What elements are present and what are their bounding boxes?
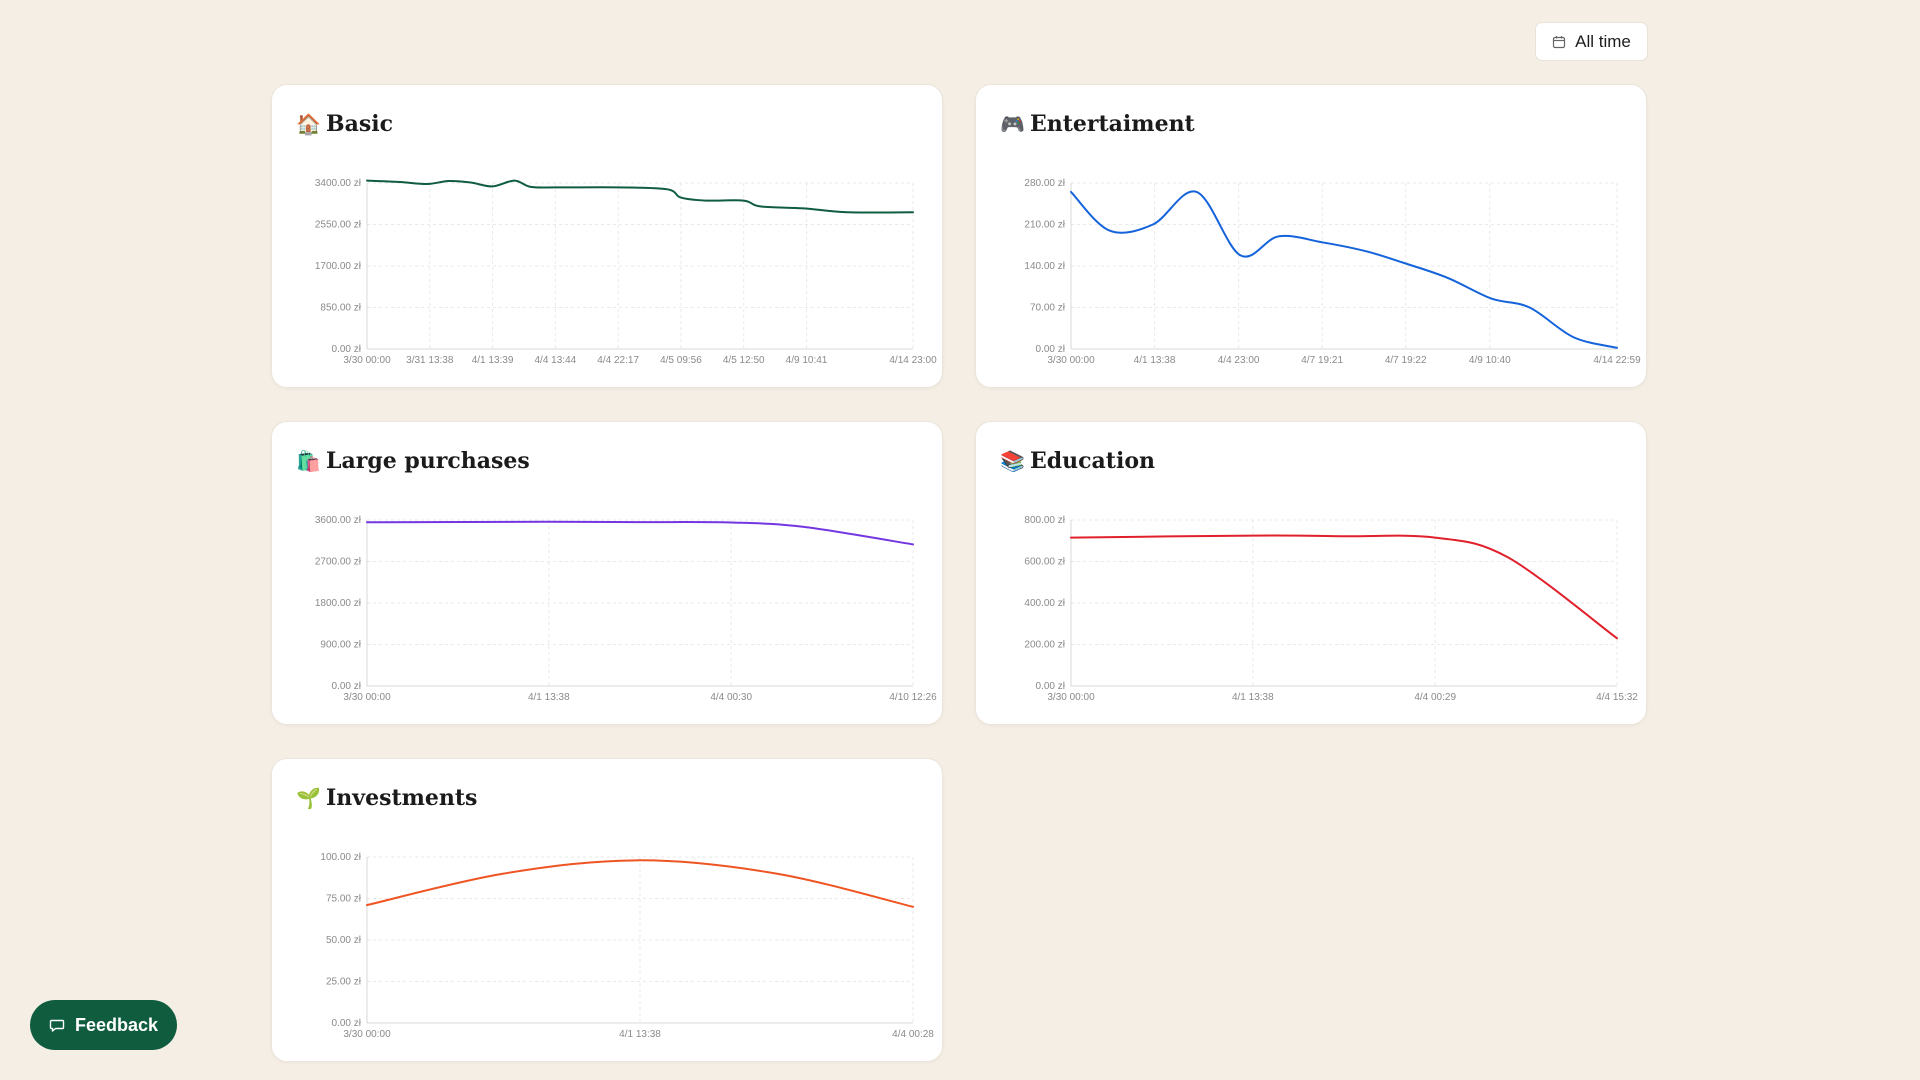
y-tick-label: 210.00 zł (1024, 220, 1065, 231)
x-tick-label: 4/7 19:22 (1385, 355, 1427, 366)
line-chart: 0.00 zł 70.00 zł 140.00 zł 210.00 zł 280.00 … (1024, 178, 1641, 366)
y-tick-label: 140.00 zł (1024, 261, 1065, 272)
series-line (366, 179, 914, 214)
chart-card-entertainment: 🎮 Entertaiment 0.00 zł 70.00 zł 140.00 zł 2… (975, 84, 1647, 388)
y-tick-label: 50.00 zł (326, 935, 362, 946)
chart-title: 🎮 Entertaiment (1000, 111, 1195, 137)
chart-card-investments: 🌱 Investments 0.00 zł 25.00 zł 50.00 zł 75.… (271, 758, 943, 1062)
y-tick-label: 0.00 zł (332, 1018, 362, 1029)
feedback-label: Feedback (74, 1014, 159, 1035)
y-tick-label: 70.00 zł (1030, 303, 1066, 314)
y-tick-label: 75.00 zł (326, 894, 362, 905)
x-tick-label: 4/9 10:40 (1469, 355, 1511, 366)
x-tick-label: 4/1 13:38 (619, 1029, 661, 1040)
y-tick-label: 1700.00 zł (315, 261, 362, 272)
line-chart: 0.00 zł 25.00 zł 50.00 zł 75.00 zł 100.00 zł… (320, 852, 934, 1040)
y-tick-label: 800.00 zł (1024, 515, 1065, 526)
x-tick-label: 4/4 13:44 (535, 355, 577, 366)
y-tick-label: 0.00 zł (332, 344, 362, 355)
chart-title-text: Education (1030, 448, 1155, 474)
line-chart: 0.00 zł 900.00 zł 1800.00 zł 2700.00 zł 3600… (315, 515, 937, 703)
x-tick-label: 3/30 00:00 (1047, 692, 1095, 703)
seedling-icon: 🌱 (296, 786, 321, 810)
line-chart: 0.00 zł 850.00 zł 1700.00 zł 2550.00 zł 3400… (315, 178, 937, 366)
gamepad-icon: 🎮 (1000, 112, 1025, 136)
x-tick-label: 3/30 00:00 (1047, 355, 1095, 366)
series-line (366, 520, 914, 546)
x-tick-label: 4/4 00:28 (892, 1029, 934, 1040)
y-tick-label: 200.00 zł (1024, 640, 1065, 651)
y-tick-label: 100.00 zł (320, 852, 361, 863)
chart-card-basic: 🏠 Basic 0.00 zł 850.00 zł 1700.00 zł 2550.0… (271, 84, 943, 388)
house-icon: 🏠 (296, 112, 321, 136)
series-line (1070, 190, 1618, 349)
calendar-icon (1553, 35, 1566, 48)
y-tick-label: 400.00 zł (1024, 598, 1065, 609)
y-tick-label: 3600.00 zł (315, 515, 362, 526)
x-tick-label: 4/5 09:56 (660, 355, 702, 366)
chart-title-text: Investments (326, 785, 478, 811)
x-tick-label: 4/4 23:00 (1218, 355, 1260, 366)
x-tick-label: 4/14 22:59 (1593, 355, 1641, 366)
chart-title-text: Basic (326, 111, 393, 137)
series-line (366, 859, 914, 908)
shopping-bags-icon: 🛍️ (296, 449, 321, 473)
y-tick-label: 280.00 zł (1024, 178, 1065, 189)
chart-title-text: Large purchases (326, 448, 530, 474)
series-line (1070, 534, 1618, 640)
chart-card-education: 📚 Education 0.00 zł 200.00 zł 400.00 zł 600… (975, 421, 1647, 725)
x-tick-label: 4/4 00:30 (710, 692, 752, 703)
feedback-button[interactable]: Feedback (30, 1000, 177, 1050)
x-tick-label: 4/14 23:00 (889, 355, 937, 366)
x-tick-label: 4/10 12:26 (889, 692, 937, 703)
x-tick-label: 4/1 13:38 (528, 692, 570, 703)
y-tick-label: 850.00 zł (320, 303, 361, 314)
date-range-label: All time (1575, 31, 1631, 51)
y-tick-label: 2550.00 zł (315, 220, 362, 231)
chart-title: 🌱 Investments (296, 785, 477, 811)
line-chart: 0.00 zł 200.00 zł 400.00 zł 600.00 zł 800.00… (1024, 515, 1638, 703)
x-tick-label: 4/5 12:50 (723, 355, 765, 366)
y-tick-label: 600.00 zł (1024, 557, 1065, 568)
date-range-button[interactable]: All time (1535, 22, 1648, 61)
x-tick-label: 4/4 15:32 (1596, 692, 1638, 703)
x-tick-label: 4/7 19:21 (1301, 355, 1343, 366)
y-tick-label: 1800.00 zł (315, 598, 362, 609)
chart-title: 🏠 Basic (296, 111, 393, 137)
x-tick-label: 4/1 13:38 (1134, 355, 1176, 366)
x-tick-label: 3/31 13:38 (406, 355, 454, 366)
chart-title-text: Entertaiment (1030, 111, 1195, 137)
y-tick-label: 0.00 zł (1036, 681, 1066, 692)
chart-title: 📚 Education (1000, 448, 1155, 474)
chart-title: 🛍️ Large purchases (296, 448, 530, 474)
chart-card-large-purchases: 🛍️ Large purchases 0.00 zł 900.00 zł 1800.… (271, 421, 943, 725)
x-tick-label: 4/1 13:39 (472, 355, 514, 366)
x-tick-label: 3/30 00:00 (343, 1029, 391, 1040)
y-tick-label: 0.00 zł (332, 681, 362, 692)
x-tick-label: 3/30 00:00 (343, 355, 391, 366)
x-tick-label: 4/4 00:29 (1414, 692, 1456, 703)
y-tick-label: 900.00 zł (320, 640, 361, 651)
y-tick-label: 3400.00 zł (315, 178, 362, 189)
x-tick-label: 3/30 00:00 (343, 692, 391, 703)
x-tick-label: 4/9 10:41 (786, 355, 828, 366)
y-tick-label: 25.00 zł (326, 977, 362, 988)
x-tick-label: 4/1 13:38 (1232, 692, 1274, 703)
x-tick-label: 4/4 22:17 (597, 355, 639, 366)
books-icon: 📚 (1000, 449, 1025, 473)
y-tick-label: 2700.00 zł (315, 557, 362, 568)
message-icon (49, 1019, 65, 1032)
y-tick-label: 0.00 zł (1036, 344, 1066, 355)
